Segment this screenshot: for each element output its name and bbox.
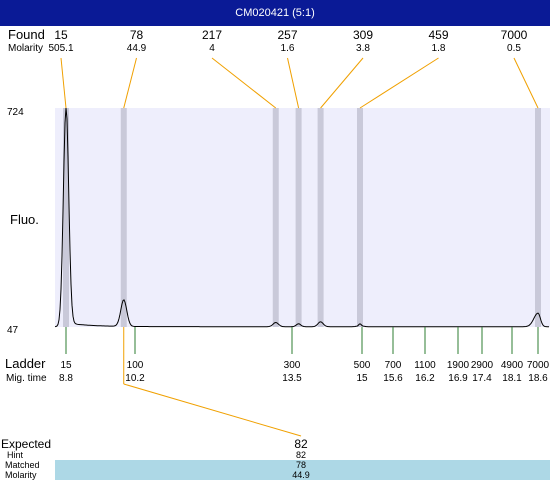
ladder-mig-time-label: 15 <box>356 373 368 384</box>
found-molarity-label: 505.1 <box>48 43 73 54</box>
ladder-size-label: 7000 <box>527 360 550 371</box>
matched-label: Matched <box>5 460 40 470</box>
found-size-label: 7000 <box>501 28 528 42</box>
peak-band <box>295 108 302 327</box>
ladder-size-label: 4900 <box>501 360 524 371</box>
ladder-size-label: 15 <box>60 360 72 371</box>
y-axis-label: Fluo. <box>10 212 39 227</box>
ladder-mig-time-label: 10.2 <box>125 373 145 384</box>
molarity-label: Molarity <box>8 43 43 54</box>
found-size-label: 309 <box>353 28 373 42</box>
ladder-size-label: 500 <box>354 360 371 371</box>
found-size-label: 459 <box>428 28 448 42</box>
found-molarity-label: 3.8 <box>356 43 370 54</box>
matched-molarity-value: 44.9 <box>292 470 310 480</box>
found-size-label: 257 <box>277 28 297 42</box>
ladder-size-label: 2900 <box>471 360 494 371</box>
peak-band <box>317 108 324 327</box>
molarity-bottom-label: Molarity <box>5 470 37 480</box>
found-molarity-label: 1.6 <box>281 43 295 54</box>
found-size-label: 15 <box>54 28 68 42</box>
y-tick-min: 47 <box>7 325 19 336</box>
found-molarity-label: 0.5 <box>507 43 521 54</box>
chart-title: CM020421 (5:1) <box>0 0 550 26</box>
ladder-label: Ladder <box>5 356 46 371</box>
peak-connector-line <box>60 57 67 109</box>
expected-value: 82 <box>294 437 308 451</box>
ladder-mig-time-label: 16.9 <box>448 373 468 384</box>
ladder-mig-time-label: 18.6 <box>528 373 548 384</box>
peak-connector-line <box>123 57 137 109</box>
peak-band <box>63 108 69 327</box>
ladder-mig-time-label: 16.2 <box>415 373 435 384</box>
found-molarity-label: 4 <box>209 43 215 54</box>
ladder-mig-time-label: 13.5 <box>282 373 302 384</box>
ladder-size-label: 1900 <box>447 360 470 371</box>
ladder-size-label: 1100 <box>414 360 436 371</box>
hint-label: Hint <box>7 450 24 460</box>
ladder-size-label: 100 <box>127 360 144 371</box>
ladder-size-label: 700 <box>385 360 402 371</box>
ladder-mig-time-label: 18.1 <box>502 373 522 384</box>
peak-band <box>357 108 363 327</box>
peak-connector-line <box>287 57 300 109</box>
peak-connector-line <box>211 57 277 109</box>
expected-connector-line <box>123 383 302 437</box>
y-tick-max: 724 <box>7 107 24 118</box>
ladder-mig-time-label: 8.8 <box>59 373 73 384</box>
expected-label: Expected <box>1 437 51 451</box>
peak-connector-line <box>513 57 539 109</box>
fluorescence-trace <box>54 107 549 328</box>
found-label: Found <box>8 27 45 42</box>
hint-value: 82 <box>296 450 306 460</box>
peak-connector-line <box>359 57 439 109</box>
found-molarity-label: 1.8 <box>432 43 446 54</box>
peak-band <box>272 108 279 327</box>
found-size-label: 217 <box>202 28 222 42</box>
plot-area <box>55 108 550 327</box>
ladder-mig-time-label: 15.6 <box>383 373 403 384</box>
ladder-mig-time-label: 17.4 <box>472 373 492 384</box>
peak-connector-line <box>320 57 364 109</box>
ladder-size-label: 300 <box>284 360 301 371</box>
matched-bar <box>55 460 550 480</box>
found-size-label: 78 <box>130 28 144 42</box>
mig-time-label: Mig. time <box>6 373 47 384</box>
peak-band <box>535 108 541 327</box>
matched-value: 78 <box>296 460 306 470</box>
peak-band <box>120 108 127 327</box>
found-molarity-label: 44.9 <box>127 43 147 54</box>
